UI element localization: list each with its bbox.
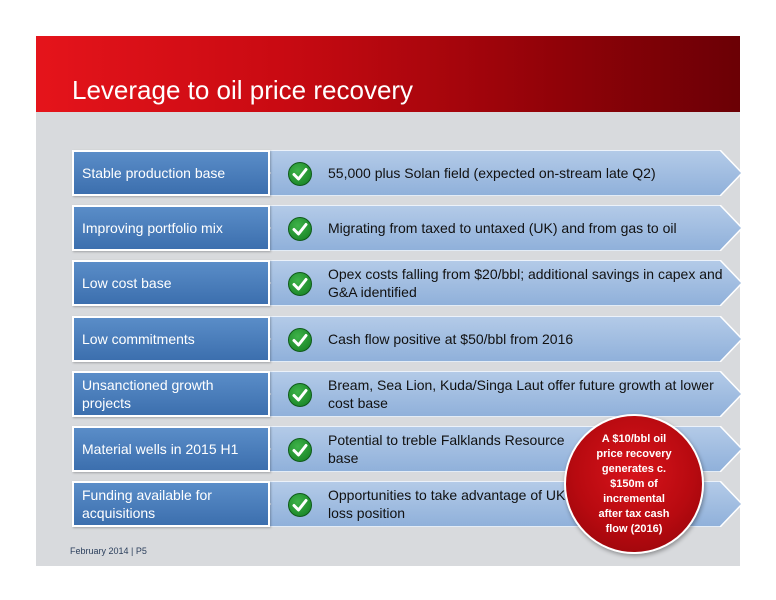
row-description-text: Migrating from taxed to untaxed (UK) and… <box>328 220 677 237</box>
row-description-text: Cash flow positive at $50/bbl from 2016 <box>328 330 574 347</box>
row-arrow <box>252 150 742 196</box>
slide: Leverage to oil price recovery Stable pr… <box>36 36 742 566</box>
check-circle-icon <box>288 217 312 242</box>
row-label-box: Unsanctioned growth projects <box>72 370 270 417</box>
row-description-text: Opportunities to take advantage of UK ta… <box>328 487 588 522</box>
row-label: Low cost base <box>82 275 172 292</box>
row-description: 55,000 plus Solan field (expected on-str… <box>328 150 728 196</box>
row-label: Stable production base <box>82 165 226 181</box>
row-item: Stable production base 55,000 plus Solan … <box>72 150 742 196</box>
check-circle-icon <box>288 327 312 352</box>
row-label-box: Material wells in 2015 H1 <box>72 426 270 472</box>
callout-badge: A $10/bbl oil price recovery generates c… <box>564 414 704 554</box>
slide-title: Leverage to oil price recovery <box>72 75 414 105</box>
row-arrow <box>252 205 742 252</box>
check-circle-icon <box>288 382 312 407</box>
row-label-box: Low commitments <box>72 315 270 362</box>
row-label-box: Improving portfolio mix <box>72 205 270 252</box>
row-label-box: Low cost base <box>72 260 270 307</box>
row-arrow <box>252 315 742 362</box>
row-description-text: Opex costs falling from $20/bbl; additio… <box>328 266 723 301</box>
row-label: Low commitments <box>82 330 195 347</box>
row-label: Unsanctioned growth projects <box>82 376 214 411</box>
callout-badge-text: A $10/bbl oil price recovery generates c… <box>596 432 672 535</box>
header-bar: Leverage to oil price recovery <box>36 36 740 112</box>
row-item: Improving portfolio mix Migrating from ta… <box>72 205 742 252</box>
row-item: Low commitments Cash flow positive at $50… <box>72 315 742 362</box>
row-item: Low cost base Opex costs falling from $20… <box>72 260 742 307</box>
check-circle-icon <box>288 438 312 462</box>
row-label: Material wells in 2015 H1 <box>82 441 239 457</box>
row-description: Bream, Sea Lion, Kuda/Singa Laut offer f… <box>328 371 728 417</box>
check-circle-icon <box>288 272 312 297</box>
row-label-box: Funding available for acquisitions <box>72 481 270 528</box>
row-label: Funding available for acquisitions <box>82 487 212 522</box>
row-description: Opex costs falling from $20/bbl; additio… <box>328 260 728 306</box>
row-description-text: 55,000 plus Solan field (expected on-str… <box>328 165 656 181</box>
row-description: Opportunities to take advantage of UK ta… <box>328 481 728 527</box>
row-description-text: Potential to treble Falklands Resource b… <box>328 432 565 466</box>
row-description: Cash flow positive at $50/bbl from 2016 <box>328 316 728 362</box>
check-circle-icon <box>288 493 312 518</box>
row-arrow <box>252 260 742 307</box>
row-label: Improving portfolio mix <box>82 220 223 237</box>
row-description-text: Bream, Sea Lion, Kuda/Singa Laut offer f… <box>328 376 714 411</box>
row-label-box: Stable production base <box>72 150 270 196</box>
row-description: Migrating from taxed to untaxed (UK) and… <box>328 205 728 251</box>
check-circle-icon <box>288 162 312 186</box>
row-description: Potential to treble Falklands Resource b… <box>328 426 728 472</box>
footer-text: February 2014 | P5 <box>70 546 147 556</box>
row-arrow <box>252 370 742 417</box>
row-item: Unsanctioned growth projects Bream, Sea L… <box>72 370 742 417</box>
